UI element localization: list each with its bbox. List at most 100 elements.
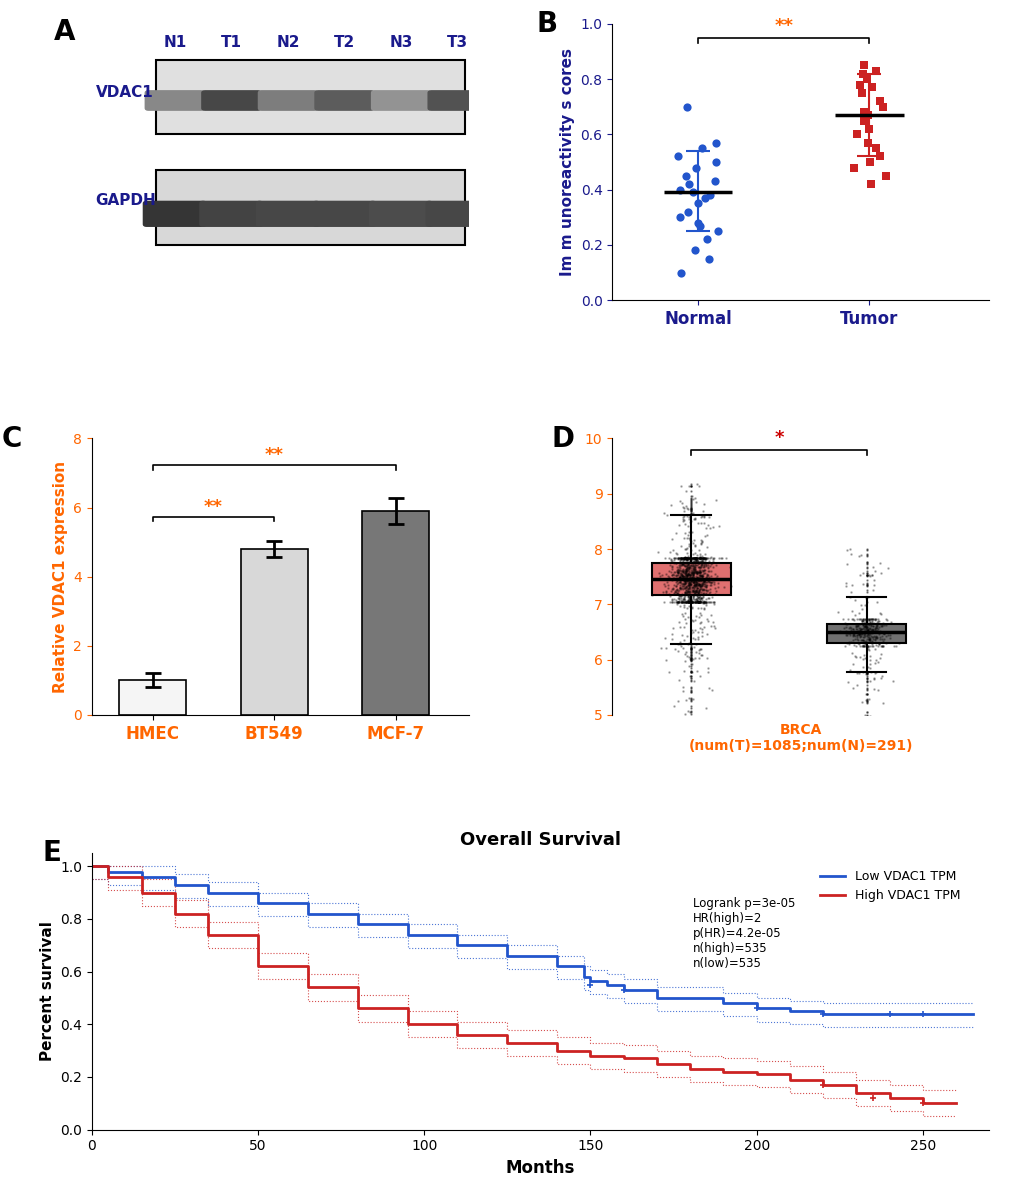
Point [674, 553, 690, 572]
Point [677, 564, 693, 583]
Point [685, 565, 701, 584]
Point [662, 553, 679, 572]
Point [688, 592, 704, 611]
Point [689, 555, 705, 574]
Point [697, 568, 713, 587]
Point [680, 567, 696, 586]
Point [678, 577, 694, 596]
Point [693, 619, 709, 638]
Point [692, 552, 708, 571]
Point [673, 592, 689, 611]
Point [698, 568, 714, 587]
Point [864, 558, 880, 577]
Point [676, 549, 692, 568]
Point [687, 561, 703, 580]
Point [673, 549, 689, 568]
Point [680, 564, 696, 583]
Point [859, 621, 875, 640]
Point [675, 681, 691, 700]
Point [667, 561, 684, 580]
Point [865, 614, 881, 633]
Point [682, 549, 698, 568]
Point [681, 648, 697, 667]
Point [700, 589, 716, 608]
Point [868, 622, 884, 641]
Point [697, 549, 713, 568]
Point [704, 552, 720, 571]
Point [680, 581, 696, 600]
Point [668, 575, 685, 594]
Point [691, 579, 707, 598]
Point [677, 564, 693, 583]
Point [679, 543, 695, 562]
Point [678, 580, 694, 599]
Low VDAC1 TPM [600, 977, 612, 992]
Point [867, 627, 883, 646]
Point [848, 619, 864, 638]
Point [678, 549, 694, 568]
Point [864, 627, 880, 646]
Low VDAC1 TPM [352, 917, 364, 931]
Point [854, 658, 870, 677]
Point [693, 508, 709, 527]
Point [686, 574, 702, 593]
Point [691, 581, 707, 600]
Point [859, 636, 875, 655]
Y-axis label: Relative VDAC1 expression: Relative VDAC1 expression [53, 460, 67, 693]
Point [863, 612, 879, 631]
Point [683, 549, 699, 568]
Point [698, 581, 714, 600]
Point [677, 592, 693, 611]
Point [678, 572, 694, 591]
Point [691, 541, 707, 560]
Point [680, 560, 696, 579]
Point [697, 592, 713, 611]
Point [686, 552, 702, 571]
Point [684, 599, 700, 618]
Point [683, 562, 699, 581]
Point [687, 643, 703, 662]
High VDAC1 TPM [616, 1051, 629, 1065]
Point [863, 636, 879, 655]
Point [696, 549, 712, 568]
Point [681, 589, 697, 608]
Point [840, 633, 856, 652]
Point [872, 564, 889, 583]
Point [672, 549, 688, 568]
Point [690, 514, 706, 533]
Point [863, 707, 879, 726]
Point [682, 566, 698, 585]
Point [677, 549, 693, 568]
Point [673, 586, 689, 605]
Point [674, 592, 690, 611]
Point [674, 592, 690, 611]
Point [668, 565, 685, 584]
Point [855, 636, 871, 655]
Point [680, 592, 696, 611]
Point [854, 662, 870, 681]
Point [678, 585, 694, 604]
Point [685, 581, 701, 600]
Point [668, 570, 685, 589]
Point [697, 573, 713, 592]
Point [679, 539, 695, 558]
Point [685, 571, 701, 590]
Point [691, 549, 707, 568]
Point [678, 549, 694, 568]
Point [693, 571, 709, 590]
Point [686, 572, 702, 591]
Point [682, 592, 698, 611]
Point [837, 614, 853, 633]
Point [676, 577, 692, 596]
Point [668, 592, 685, 611]
Point [692, 562, 708, 581]
Point [860, 610, 876, 629]
Point [680, 534, 696, 553]
Point [686, 549, 702, 568]
Low VDAC1 TPM [86, 860, 98, 874]
Point [868, 622, 884, 641]
Point [657, 638, 674, 658]
Point [691, 640, 707, 659]
Point [679, 549, 695, 568]
Point [679, 583, 695, 602]
